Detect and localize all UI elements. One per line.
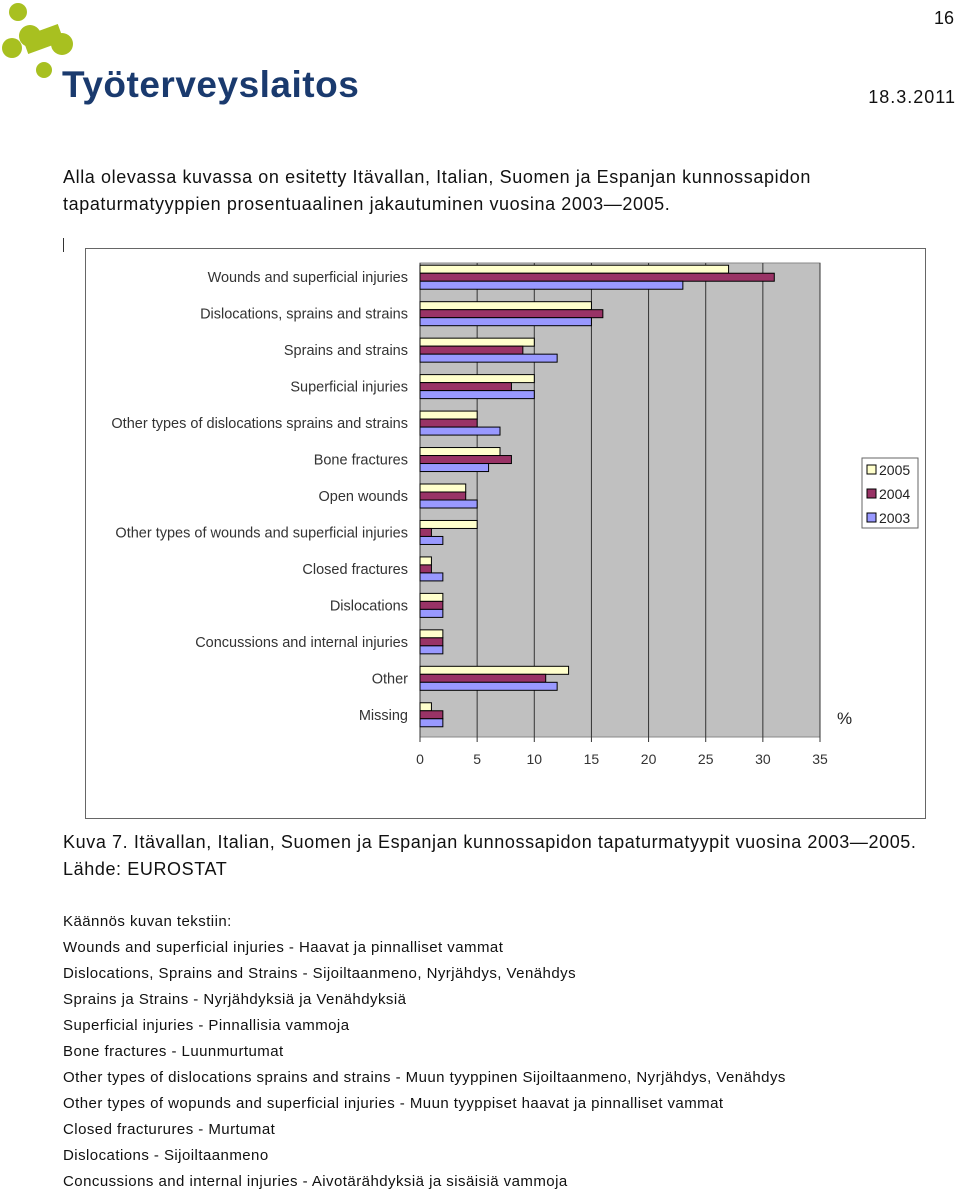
logo-text: Työterveyslaitos <box>62 64 360 105</box>
category-label: Dislocations, sprains and strains <box>200 307 408 323</box>
bar <box>419 629 444 639</box>
bar <box>419 264 730 274</box>
legend-label: 2004 <box>879 486 910 502</box>
annotation: % <box>837 709 852 728</box>
chart: 0 5 10 15 20 25 30 35 Wounds and superficial inj… <box>85 248 926 819</box>
bar <box>419 535 444 545</box>
bar <box>419 600 444 610</box>
intro: Alla olevassa kuvassa on esitetty Itäval… <box>63 167 812 214</box>
bar <box>419 353 558 363</box>
bar <box>419 710 444 720</box>
bar <box>419 309 604 319</box>
bar <box>419 556 432 566</box>
translation-line: Concussions and internal injuries - Aivo… <box>63 1173 568 1190</box>
legend-swatch <box>866 512 877 523</box>
x-tick-label: 10 <box>526 751 542 767</box>
x-tick-label: 35 <box>812 751 828 767</box>
bar <box>419 483 467 493</box>
category-label: Missing <box>359 708 408 724</box>
category-label: Dislocations <box>330 598 408 614</box>
bar <box>419 491 467 501</box>
bar <box>419 645 444 655</box>
legend-swatch <box>866 464 877 475</box>
bar <box>419 637 444 647</box>
x-tick-label: 20 <box>641 751 657 767</box>
bar <box>419 564 432 574</box>
x-tick-label: 30 <box>755 751 771 767</box>
x-tick-label: 5 <box>473 751 481 767</box>
bar <box>419 592 444 602</box>
category-label: Wounds and superficial injuries <box>208 270 408 286</box>
bar <box>419 673 547 683</box>
logo-mark <box>2 3 73 78</box>
category-label: Other types of dislocations sprains and … <box>111 416 408 432</box>
x-tick-label: 0 <box>416 751 424 767</box>
category-label: Bone fractures <box>314 453 408 469</box>
bar <box>419 374 535 384</box>
translation-line: Other types of wopunds and superficial i… <box>63 1095 724 1112</box>
translation-line: Superficial injuries - Pinnallisia vammo… <box>63 1017 350 1034</box>
bar <box>419 418 478 428</box>
bar <box>419 681 558 691</box>
bar <box>419 455 512 465</box>
bar <box>419 463 490 473</box>
bar <box>419 447 501 457</box>
marker <box>63 238 64 252</box>
x-tick-label: 25 <box>698 751 714 767</box>
date: 18.3.2011 <box>868 87 956 107</box>
category-label: Superficial injuries <box>290 380 408 396</box>
legend-swatch <box>866 488 877 499</box>
translation-line: Bone fractures - Luunmurtumat <box>63 1043 284 1060</box>
bar <box>419 608 444 618</box>
category-label: Other types of wounds and superficial in… <box>115 525 408 541</box>
bar <box>419 272 775 282</box>
bar <box>419 390 535 400</box>
bar <box>419 337 535 347</box>
bar <box>419 382 512 392</box>
bar <box>419 572 444 582</box>
bar <box>419 317 592 327</box>
caption: Kuva 7. Itävallan, Italian, Suomen ja Es… <box>63 832 917 879</box>
bar <box>419 280 684 290</box>
bar <box>419 665 570 675</box>
translation-line: Sprains ja Strains - Nyrjähdyksiä ja Ven… <box>63 991 407 1008</box>
bar <box>419 519 478 529</box>
bar <box>419 410 478 420</box>
bar <box>419 345 524 355</box>
translation-line: Dislocations, Sprains and Strains - Sijo… <box>63 965 577 982</box>
category-label: Sprains and strains <box>284 343 408 359</box>
translation: Käännös kuvan tekstiin: Wounds and super… <box>63 913 786 1196</box>
x-tick-label: 15 <box>584 751 600 767</box>
translation-line: Dislocations - Sijoiltaanmeno <box>63 1147 269 1164</box>
category-label: Closed fractures <box>302 562 408 578</box>
bar <box>419 718 444 728</box>
bar <box>419 301 592 311</box>
bar <box>419 527 432 537</box>
translation-line: Other types of dislocations sprains and … <box>63 1069 786 1086</box>
category-label: Other <box>372 671 408 687</box>
category-label: Concussions and internal injuries <box>195 635 408 651</box>
page-number: 16 <box>933 8 954 28</box>
legend-label: 2005 <box>879 462 910 478</box>
translation-line: Closed fracturures - Murtumat <box>63 1121 276 1138</box>
translation-heading: Käännös kuvan tekstiin: <box>63 913 232 930</box>
legend-label: 2003 <box>879 510 910 526</box>
bar <box>419 426 501 436</box>
translation-line: Wounds and superficial injuries - Haavat… <box>63 939 504 956</box>
bar <box>419 702 432 712</box>
bar <box>419 499 478 509</box>
category-label: Open wounds <box>319 489 408 505</box>
